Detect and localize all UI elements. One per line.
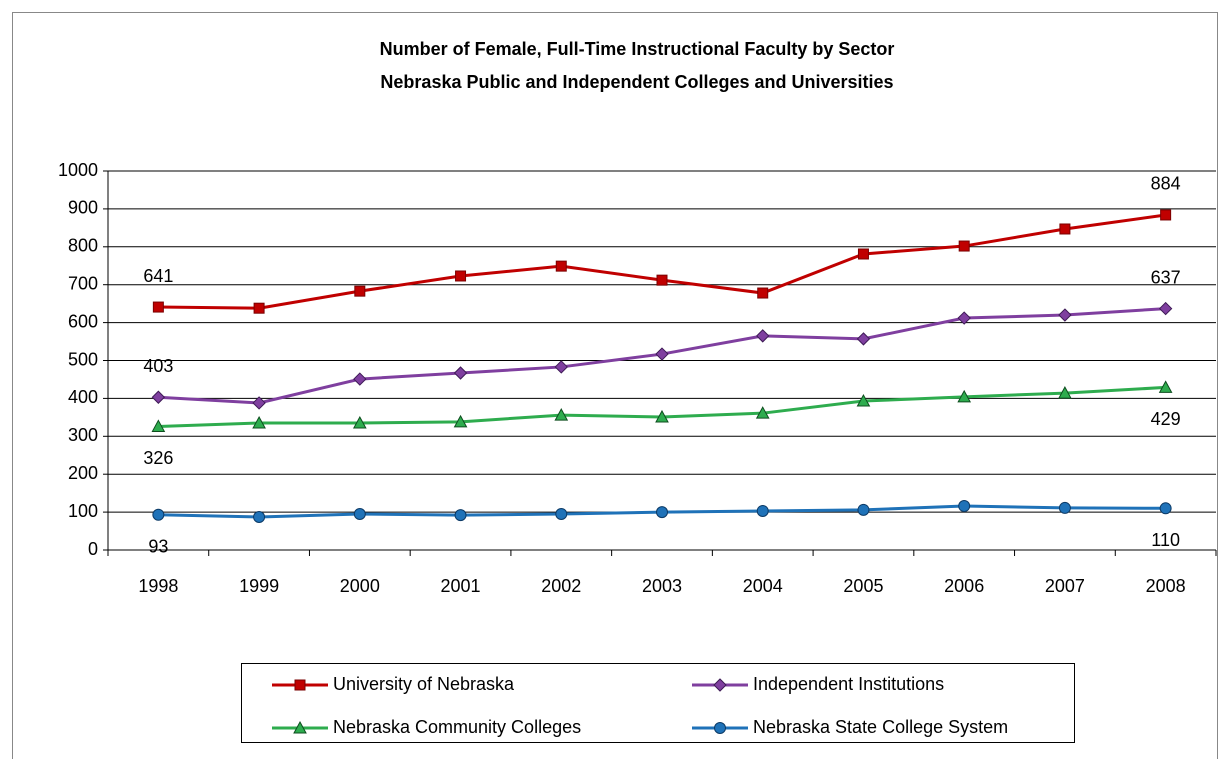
marker [857,503,870,516]
x-tick-label: 1999 [239,576,279,596]
x-tick-label: 2003 [642,576,682,596]
marker [152,301,164,313]
x-tick-label: 1998 [138,576,178,596]
marker [453,366,468,380]
marker [253,511,266,524]
marker [713,678,727,692]
data-label: 403 [143,356,173,376]
marker [656,506,668,519]
marker [253,302,265,314]
x-tick-label: 2008 [1146,576,1186,596]
marker [756,504,769,517]
marker [294,679,306,691]
marker [555,507,568,520]
marker [152,508,165,521]
x-tick-label: 2004 [743,576,783,596]
data-label: 884 [1151,174,1181,194]
legend-label: University of Nebraska [333,674,515,694]
marker [554,360,568,374]
y-tick-label: 900 [68,198,98,218]
marker [353,507,366,520]
marker [1058,501,1071,514]
marker [655,347,669,361]
y-tick-label: 500 [68,349,98,369]
data-label: 110 [1151,530,1180,550]
legend-label: Nebraska State College System [753,717,1008,737]
legend-box [241,663,1075,743]
marker [353,372,367,386]
marker [957,311,971,325]
chart-frame [12,12,1218,759]
data-label: 93 [148,537,168,557]
marker [151,390,166,404]
marker [1159,502,1172,515]
marker [958,240,970,252]
marker [756,329,770,343]
y-tick-label: 100 [68,501,98,521]
data-label: 429 [1151,409,1181,429]
y-tick-label: 0 [88,539,98,559]
marker [252,396,266,410]
marker [455,270,467,282]
marker [354,285,366,297]
data-label: 637 [1151,267,1181,287]
x-tick-label: 2000 [340,576,380,596]
y-tick-label: 800 [68,236,98,256]
marker [755,406,770,419]
y-tick-label: 400 [68,387,98,407]
marker [293,720,307,734]
x-tick-label: 2001 [441,576,481,596]
marker [655,409,669,423]
y-tick-label: 300 [68,425,98,445]
data-label: 326 [143,448,173,468]
x-tick-label: 2007 [1045,576,1085,596]
marker [714,722,726,734]
x-tick-label: 2006 [944,576,984,596]
x-tick-label: 2002 [541,576,581,596]
marker [1058,386,1072,399]
x-tick-label: 2005 [843,576,883,596]
y-tick-label: 700 [68,273,98,293]
marker [958,500,971,513]
y-tick-label: 600 [68,311,98,331]
marker [856,332,871,346]
marker [757,287,769,299]
marker [352,415,367,429]
marker [555,260,567,272]
y-tick-label: 200 [68,463,98,483]
marker [252,415,266,429]
marker [857,248,869,260]
marker [1059,223,1071,235]
marker [1158,301,1173,316]
marker [151,419,166,432]
marker [957,389,972,403]
chart-subtitle: Nebraska Public and Independent Colleges… [380,72,893,92]
marker [656,274,668,286]
y-tick-label: 1000 [58,160,98,180]
legend-label: Nebraska Community Colleges [333,717,581,737]
data-label: 641 [143,266,173,286]
marker [453,414,468,428]
marker [1160,209,1172,221]
marker [554,408,569,421]
legend-label: Independent Institutions [753,674,944,694]
marker [856,394,871,407]
chart-title: Number of Female, Full-Time Instructiona… [380,39,895,59]
marker [1058,308,1072,322]
marker [454,509,467,522]
marker [1158,380,1173,393]
